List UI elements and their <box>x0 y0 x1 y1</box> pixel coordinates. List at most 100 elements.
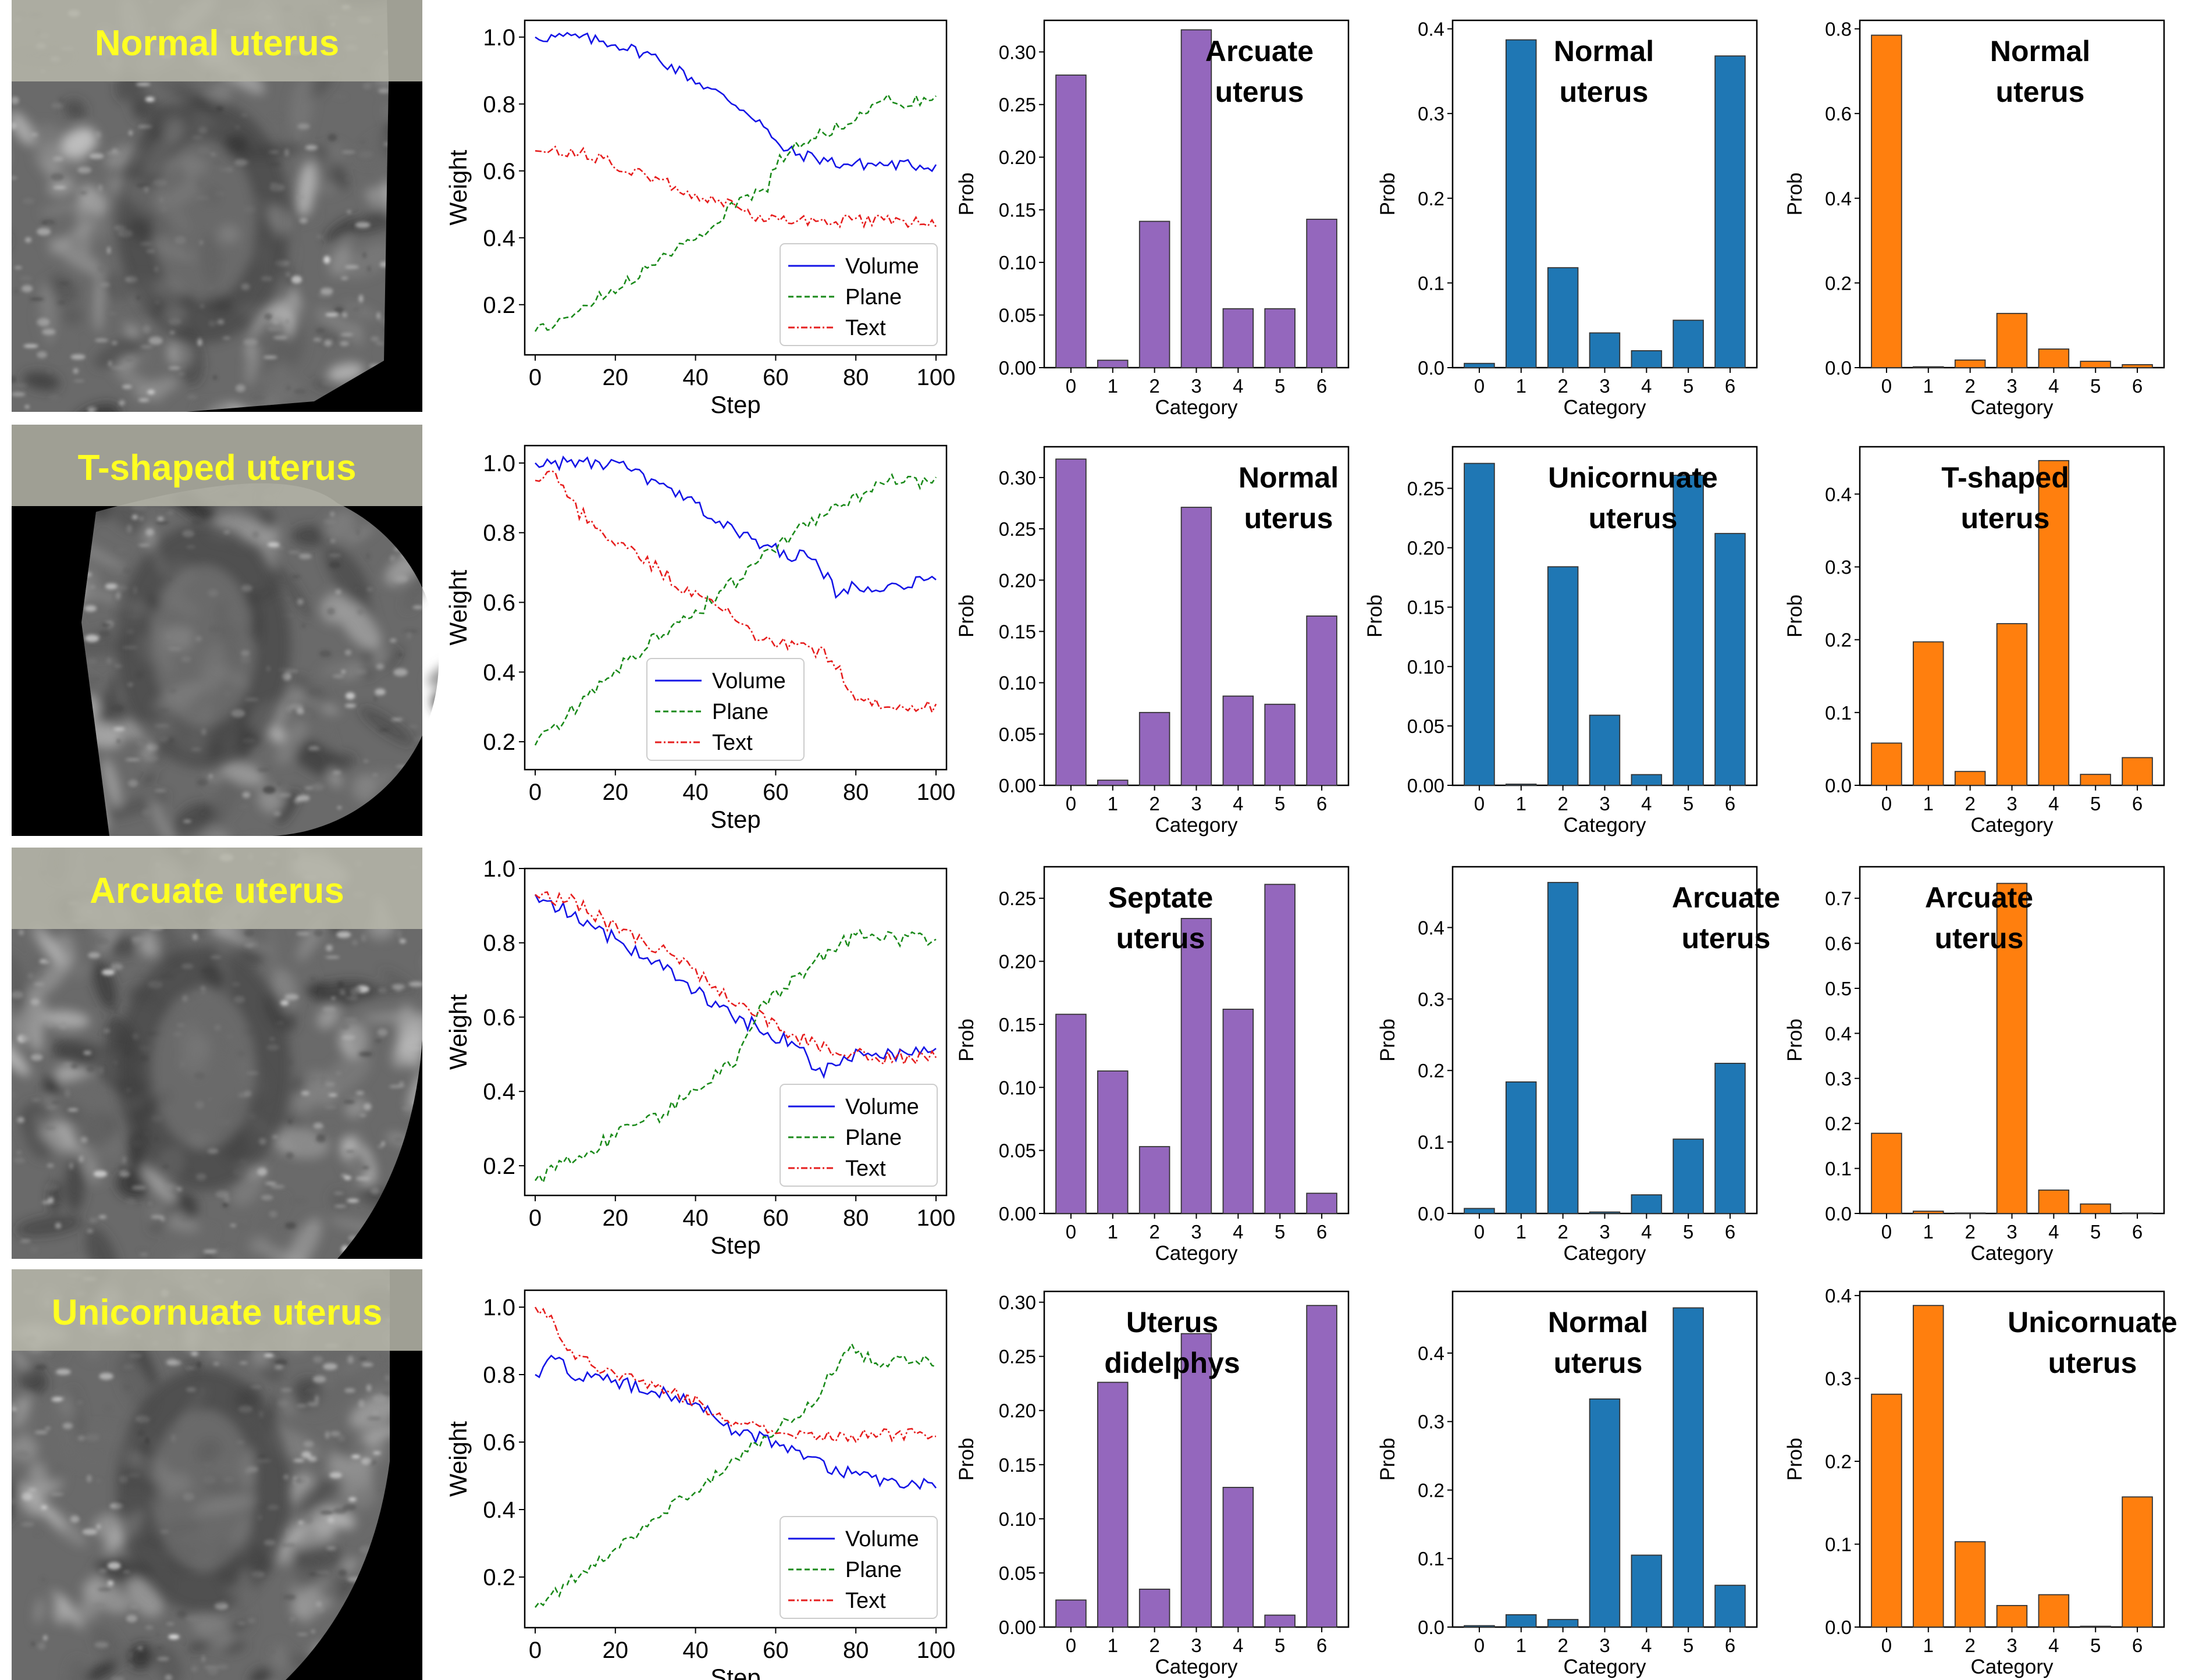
bar <box>2080 1625 2111 1628</box>
x-tick-label: 1 <box>1516 1221 1526 1243</box>
bar-title-line-2: uterus <box>1961 502 2050 535</box>
x-tick-label: 80 <box>843 1638 869 1663</box>
bar-chart: 0 1 2 3 4 5 6 0.00 0.05 0.10 0.15 0.20 0.25 0.30 Categ… <box>955 1290 1350 1678</box>
bar <box>1631 774 1663 786</box>
y-tick-label: 0.4 <box>1825 188 1852 209</box>
y-axis-label: Weight <box>444 1421 472 1497</box>
label-band <box>12 1269 422 1351</box>
bar <box>1589 332 1621 368</box>
y-tick-label: 0.20 <box>999 1400 1036 1422</box>
y-tick-label: 0.20 <box>999 570 1036 591</box>
x-tick-label: 2 <box>1149 1221 1159 1243</box>
bar <box>2038 1189 2070 1214</box>
x-tick-label: 4 <box>1233 1221 1243 1243</box>
y-axis-label: Prob <box>1784 1019 1806 1062</box>
bar <box>2122 364 2153 368</box>
x-tick-label: 5 <box>1683 375 1693 397</box>
bar <box>1097 780 1129 786</box>
x-tick-label: 4 <box>2048 375 2059 397</box>
bar-chart: 0 1 2 3 4 5 6 0.00 0.05 0.10 0.15 0.20 0.25 0.30 Categ… <box>955 446 1350 837</box>
x-tick-label: 4 <box>2048 1221 2059 1243</box>
x-tick-label: 1 <box>1923 1635 1934 1656</box>
y-tick-label: 0.25 <box>999 1346 1036 1368</box>
x-axis-label: Step <box>710 1664 760 1680</box>
legend-label: Volume <box>712 669 786 693</box>
x-tick-label: 3 <box>2006 793 2017 814</box>
legend-label: Plane <box>845 1126 902 1150</box>
y-tick-label: 0.05 <box>999 724 1036 745</box>
y-tick-label: 0.4 <box>483 1497 515 1523</box>
label-band <box>12 0 422 81</box>
ultrasound-image-column: Normal uterus T-shaped uterus Arcuate uter… <box>12 0 439 1680</box>
x-tick-label: 6 <box>1725 1635 1735 1656</box>
x-tick-label: 0 <box>1881 375 1892 397</box>
x-tick-label: 4 <box>2048 793 2059 814</box>
x-tick-label: 2 <box>1149 793 1159 814</box>
x-tick-label: 2 <box>1557 1635 1568 1656</box>
ultrasound-image: Unicornuate uterus <box>12 1269 422 1680</box>
y-tick-label: 0.05 <box>999 1562 1036 1584</box>
bar <box>1547 566 1579 786</box>
bar-title-line-2: uterus <box>1589 502 1678 535</box>
x-tick-label: 0 <box>1474 793 1485 814</box>
y-tick-label: 0.1 <box>1418 272 1444 294</box>
x-tick-label: 3 <box>1599 793 1610 814</box>
bar <box>1672 1307 1704 1628</box>
x-axis-label: Category <box>1155 1242 1238 1265</box>
x-tick-label: 2 <box>1149 1635 1159 1656</box>
bar <box>2122 1496 2153 1628</box>
bar <box>1222 695 1254 786</box>
x-axis-label: Category <box>1155 814 1238 837</box>
x-tick-label: 5 <box>2090 1635 2101 1656</box>
bar <box>2080 1203 2111 1214</box>
y-axis-label: Prob <box>1364 595 1386 638</box>
bar <box>1464 1208 1495 1214</box>
bar <box>1714 55 1746 368</box>
bar <box>1505 784 1537 786</box>
x-tick-label: 20 <box>603 365 629 390</box>
y-tick-label: 0.10 <box>999 1077 1036 1098</box>
y-tick-label: 0.0 <box>1418 1203 1444 1225</box>
bar-title-line-1: Unicornuate <box>1548 461 1718 494</box>
x-tick-label: 6 <box>2132 375 2143 397</box>
ultrasound-fan <box>81 483 439 837</box>
x-tick-label: 2 <box>1557 793 1568 814</box>
x-tick-label: 4 <box>1641 1221 1652 1243</box>
y-tick-label: 0.3 <box>1418 1411 1444 1433</box>
legend-label: Volume <box>845 1095 919 1119</box>
y-tick-label: 0.15 <box>1407 597 1444 618</box>
legend-label: Volume <box>845 254 919 279</box>
x-tick-label: 6 <box>2132 1635 2143 1656</box>
x-tick-label: 3 <box>1191 1221 1201 1243</box>
bar <box>1871 1393 1902 1628</box>
endometrium <box>151 564 256 727</box>
x-tick-label: 100 <box>917 365 956 390</box>
y-tick-label: 0.5 <box>1825 978 1852 999</box>
bar <box>1464 362 1495 368</box>
y-tick-label: 0.3 <box>1825 1368 1852 1390</box>
y-tick-label: 0.1 <box>1825 1534 1852 1556</box>
x-tick-label: 0 <box>1066 1635 1076 1656</box>
bar <box>1631 1194 1663 1214</box>
plot-frame <box>1859 1290 2165 1628</box>
legend: Volume Plane Text <box>780 1516 938 1619</box>
bar <box>1954 360 1986 368</box>
x-tick-label: 0 <box>1881 1635 1892 1656</box>
x-tick-label: 1 <box>1108 375 1118 397</box>
y-tick-label: 0.25 <box>1407 478 1444 499</box>
x-tick-label: 2 <box>1149 375 1159 397</box>
bar-chart: 0 1 2 3 4 5 6 0.0 0.1 0.2 0.3 0.4 Category Prob Normal… <box>1376 19 1758 419</box>
y-tick-label: 0.8 <box>1825 19 1852 40</box>
x-tick-label: 3 <box>1599 1221 1610 1243</box>
x-tick-label: 6 <box>2132 793 2143 814</box>
bar <box>2038 1594 2070 1628</box>
y-tick-label: 0.4 <box>1825 1023 1852 1044</box>
y-tick-label: 1.0 <box>483 1295 515 1320</box>
y-tick-label: 0.8 <box>483 92 515 118</box>
bar-chart: 0 1 2 3 4 5 6 0.0 0.1 0.2 0.3 0.4 0.5 0.6 0.7 Category P… <box>1784 866 2165 1265</box>
x-tick-label: 1 <box>1516 1635 1526 1656</box>
plot-frame <box>1451 19 1758 369</box>
image-label: T-shaped uterus <box>78 448 357 488</box>
bar <box>1306 1193 1337 1214</box>
weight-line-charts: 0.2 0.4 0.6 0.8 1.0 0 20 40 60 80 100 Step Weight Vol… <box>444 19 956 1680</box>
